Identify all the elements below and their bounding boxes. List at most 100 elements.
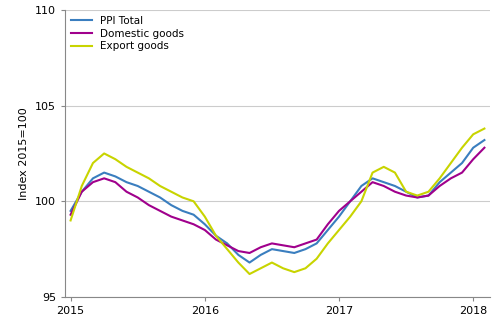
- Domestic goods: [302, 242, 308, 246]
- PPI Total: [280, 249, 286, 253]
- Domestic goods: [236, 249, 242, 253]
- Domestic goods: [202, 228, 208, 232]
- Export goods: [459, 146, 465, 150]
- Export goods: [168, 190, 174, 194]
- PPI Total: [269, 247, 275, 251]
- PPI Total: [358, 184, 364, 188]
- PPI Total: [325, 228, 331, 232]
- PPI Total: [347, 199, 353, 203]
- Export goods: [124, 165, 130, 169]
- Domestic goods: [190, 222, 196, 226]
- PPI Total: [202, 222, 208, 226]
- Domestic goods: [292, 245, 298, 249]
- Domestic goods: [392, 190, 398, 194]
- Export goods: [246, 272, 252, 276]
- Domestic goods: [280, 243, 286, 247]
- Export goods: [101, 151, 107, 155]
- Export goods: [213, 234, 219, 238]
- Domestic goods: [470, 157, 476, 161]
- Export goods: [190, 199, 196, 203]
- PPI Total: [381, 180, 387, 184]
- PPI Total: [403, 190, 409, 194]
- Domestic goods: [168, 214, 174, 218]
- Domestic goods: [414, 195, 420, 199]
- Domestic goods: [134, 195, 140, 199]
- PPI Total: [213, 234, 219, 238]
- PPI Total: [314, 242, 320, 246]
- Export goods: [314, 257, 320, 261]
- Export goods: [414, 194, 420, 198]
- Domestic goods: [68, 213, 73, 217]
- Domestic goods: [258, 245, 264, 249]
- Domestic goods: [224, 243, 230, 247]
- PPI Total: [246, 261, 252, 265]
- Domestic goods: [79, 190, 85, 194]
- PPI Total: [68, 209, 73, 213]
- Export goods: [224, 247, 230, 251]
- PPI Total: [392, 184, 398, 188]
- PPI Total: [470, 146, 476, 150]
- Export goods: [381, 165, 387, 169]
- Export goods: [347, 214, 353, 218]
- PPI Total: [258, 253, 264, 257]
- Line: Domestic goods: Domestic goods: [70, 148, 484, 253]
- Domestic goods: [448, 176, 454, 180]
- Export goods: [112, 157, 118, 161]
- Export goods: [302, 266, 308, 270]
- PPI Total: [336, 214, 342, 218]
- PPI Total: [168, 203, 174, 207]
- Export goods: [79, 184, 85, 188]
- Export goods: [392, 171, 398, 175]
- Line: Export goods: Export goods: [70, 129, 484, 274]
- Export goods: [426, 190, 432, 194]
- Domestic goods: [146, 203, 152, 207]
- Export goods: [370, 171, 376, 175]
- Domestic goods: [459, 171, 465, 175]
- PPI Total: [426, 194, 432, 198]
- Domestic goods: [124, 190, 130, 194]
- Export goods: [325, 242, 331, 246]
- Export goods: [90, 161, 96, 165]
- PPI Total: [436, 180, 442, 184]
- Domestic goods: [157, 209, 163, 213]
- Domestic goods: [325, 222, 331, 226]
- Domestic goods: [213, 238, 219, 242]
- Export goods: [482, 127, 488, 131]
- Domestic goods: [336, 209, 342, 213]
- PPI Total: [482, 138, 488, 142]
- Domestic goods: [112, 180, 118, 184]
- Export goods: [403, 190, 409, 194]
- Line: PPI Total: PPI Total: [70, 140, 484, 263]
- Domestic goods: [269, 242, 275, 246]
- PPI Total: [236, 253, 242, 257]
- PPI Total: [302, 247, 308, 251]
- Export goods: [134, 171, 140, 175]
- PPI Total: [190, 213, 196, 217]
- Domestic goods: [347, 199, 353, 203]
- Export goods: [180, 195, 186, 199]
- Export goods: [336, 228, 342, 232]
- PPI Total: [101, 171, 107, 175]
- PPI Total: [459, 161, 465, 165]
- Export goods: [280, 266, 286, 270]
- PPI Total: [370, 176, 376, 180]
- Export goods: [146, 176, 152, 180]
- Export goods: [68, 218, 73, 222]
- Domestic goods: [358, 190, 364, 194]
- PPI Total: [414, 195, 420, 199]
- Domestic goods: [482, 146, 488, 150]
- Export goods: [258, 266, 264, 270]
- Export goods: [292, 270, 298, 274]
- PPI Total: [180, 209, 186, 213]
- PPI Total: [448, 171, 454, 175]
- Export goods: [448, 161, 454, 165]
- PPI Total: [79, 190, 85, 194]
- PPI Total: [90, 176, 96, 180]
- Domestic goods: [246, 251, 252, 255]
- PPI Total: [134, 184, 140, 188]
- Domestic goods: [180, 218, 186, 222]
- Domestic goods: [370, 180, 376, 184]
- Domestic goods: [90, 180, 96, 184]
- Export goods: [436, 176, 442, 180]
- Legend: PPI Total, Domestic goods, Export goods: PPI Total, Domestic goods, Export goods: [68, 13, 188, 54]
